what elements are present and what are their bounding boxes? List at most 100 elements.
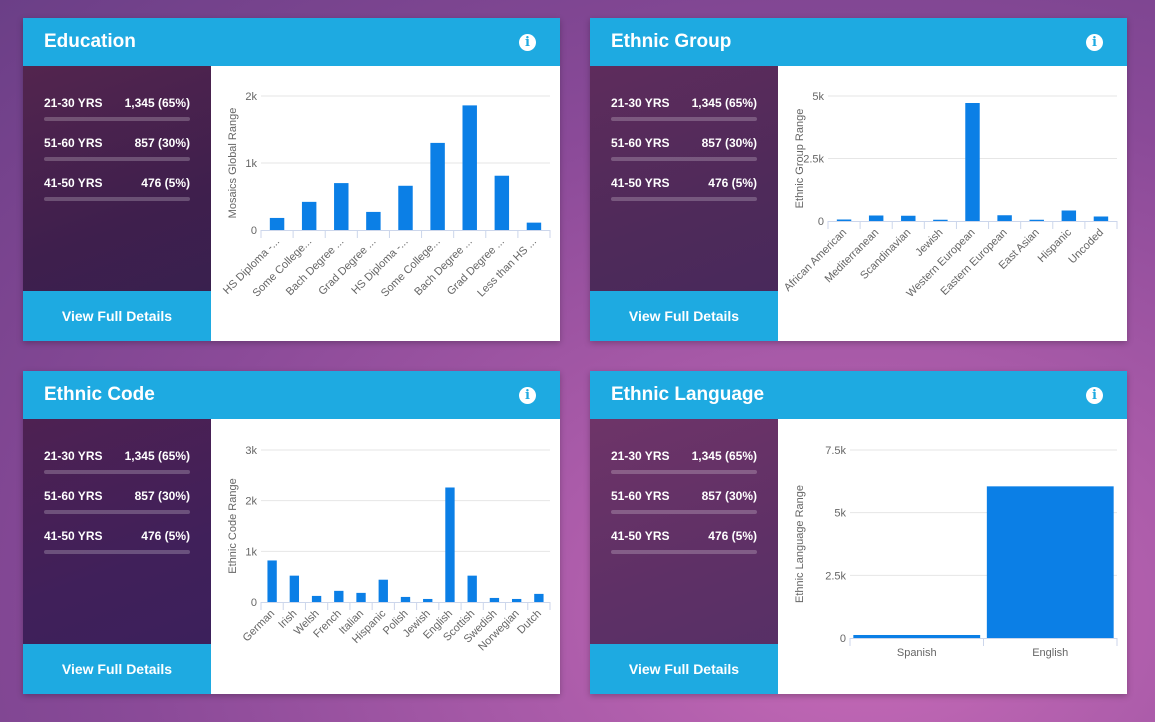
stat-bar	[611, 470, 757, 474]
x-tick-label: German	[241, 608, 278, 645]
y-tick-label: 2.5k	[803, 154, 824, 166]
stat-value: 1,345 (65%)	[691, 449, 757, 463]
bar[interactable]	[997, 215, 1012, 221]
bar[interactable]	[986, 486, 1114, 638]
bar-chart: 0 1k 2k Mosaics Global Range HS Diploma -...…	[221, 91, 551, 299]
age-stats-panel: 21-30 YRS 1,345 (65%) 51-60 YRS 857 (30%…	[23, 66, 211, 341]
bar[interactable]	[1093, 216, 1109, 222]
bar[interactable]	[526, 222, 542, 230]
stat-bar	[611, 117, 757, 121]
stat-value: 476 (5%)	[141, 529, 190, 543]
stat-value: 1,345 (65%)	[124, 96, 190, 110]
bar[interactable]	[378, 579, 388, 602]
bar[interactable]	[430, 142, 445, 230]
card-header: Ethnic Group i	[590, 18, 1127, 66]
card-title: Ethnic Language	[611, 384, 765, 405]
view-full-details-button[interactable]: View Full Details	[23, 644, 211, 694]
stat-bar	[611, 550, 757, 554]
stat-bar	[44, 117, 190, 121]
stat-bar	[44, 470, 190, 474]
bar[interactable]	[933, 219, 948, 221]
bar[interactable]	[462, 105, 477, 230]
bar[interactable]	[868, 215, 884, 222]
stat-row: 51-60 YRS 857 (30%)	[44, 489, 190, 529]
age-stats-panel: 21-30 YRS 1,345 (65%) 51-60 YRS 857 (30%…	[590, 66, 778, 341]
bar[interactable]	[301, 201, 317, 230]
stat-bar	[611, 197, 757, 201]
bar[interactable]	[965, 103, 980, 221]
x-tick-label: English	[1032, 647, 1068, 659]
y-tick-label: 0	[818, 216, 824, 228]
stat-range: 41-50 YRS	[611, 529, 670, 543]
stat-bar	[44, 510, 190, 514]
bar[interactable]	[494, 175, 510, 230]
bar[interactable]	[1029, 219, 1044, 221]
info-icon[interactable]: i	[1086, 386, 1103, 404]
age-stats-panel: 21-30 YRS 1,345 (65%) 51-60 YRS 857 (30%…	[590, 419, 778, 694]
stat-value: 476 (5%)	[708, 176, 757, 190]
stat-range: 51-60 YRS	[611, 489, 670, 503]
card-title: Education	[44, 31, 136, 52]
bar[interactable]	[511, 598, 522, 602]
bar[interactable]	[356, 592, 366, 602]
y-axis-title: Ethnic Group Range	[794, 109, 806, 209]
ethnic-code-card: Ethnic Code i 21-30 YRS 1,345 (65%) 51-6…	[23, 371, 560, 694]
info-icon[interactable]: i	[1086, 33, 1103, 51]
bar[interactable]	[400, 596, 411, 602]
card-header: Ethnic Language i	[590, 371, 1127, 419]
x-tick-label: HS Diploma -...	[349, 236, 410, 297]
bar[interactable]	[445, 487, 455, 602]
bar[interactable]	[398, 185, 413, 230]
bar[interactable]	[1061, 210, 1077, 222]
bar[interactable]	[311, 595, 322, 602]
bar[interactable]	[289, 575, 300, 602]
stat-row: 21-30 YRS 1,345 (65%)	[44, 96, 190, 136]
y-tick-label: 7.5k	[825, 445, 846, 457]
bar[interactable]	[423, 598, 433, 602]
age-stats-panel: 21-30 YRS 1,345 (65%) 51-60 YRS 857 (30%…	[23, 419, 211, 694]
x-tick-label: Bach Degree ...	[412, 236, 475, 299]
stat-value: 857 (30%)	[134, 489, 190, 503]
bar[interactable]	[334, 183, 349, 230]
bar[interactable]	[267, 560, 277, 602]
bar[interactable]	[901, 215, 916, 221]
stat-range: 41-50 YRS	[44, 176, 103, 190]
card-title: Ethnic Group	[611, 31, 732, 52]
y-axis-title: Ethnic Code Range	[227, 478, 239, 573]
view-full-details-button[interactable]: View Full Details	[590, 644, 778, 694]
bar[interactable]	[534, 593, 544, 602]
stat-value: 476 (5%)	[141, 176, 190, 190]
education-card: Education i 21-30 YRS 1,345 (65%) 51-60 …	[23, 18, 560, 341]
bar[interactable]	[836, 219, 852, 222]
stat-value: 857 (30%)	[701, 136, 757, 150]
stat-row: 51-60 YRS 857 (30%)	[611, 136, 757, 176]
y-tick-label: 3k	[245, 445, 257, 457]
bar[interactable]	[334, 590, 344, 602]
y-tick-label: 5k	[834, 508, 846, 520]
y-tick-label: 5k	[812, 91, 824, 103]
x-tick-label: HS Diploma -...	[221, 236, 282, 297]
info-icon[interactable]: i	[519, 386, 536, 404]
bar[interactable]	[366, 211, 381, 230]
y-tick-label: 2.5k	[825, 570, 846, 582]
stat-bar	[611, 157, 757, 161]
stat-range: 21-30 YRS	[44, 96, 103, 110]
stat-range: 51-60 YRS	[611, 136, 670, 150]
stat-row: 41-50 YRS 476 (5%)	[611, 176, 757, 216]
stat-row: 51-60 YRS 857 (30%)	[44, 136, 190, 176]
x-tick-label: Grad Degree ...	[445, 236, 507, 298]
bar[interactable]	[467, 575, 477, 602]
bar[interactable]	[853, 634, 981, 638]
stat-bar	[611, 510, 757, 514]
ethnic-language-chart: 0 2.5k 5k 7.5k Ethnic Language Range Spanish E…	[778, 419, 1127, 694]
bar[interactable]	[489, 597, 500, 602]
ethnic-language-card: Ethnic Language i 21-30 YRS 1,345 (65%) …	[590, 371, 1127, 694]
view-full-details-button[interactable]: View Full Details	[590, 291, 778, 341]
bar[interactable]	[269, 217, 285, 230]
view-full-details-button[interactable]: View Full Details	[23, 291, 211, 341]
ethnic-group-chart: 0 2.5k 5k Ethnic Group Range African America…	[778, 66, 1127, 341]
info-icon[interactable]: i	[519, 33, 536, 51]
stat-range: 51-60 YRS	[44, 489, 103, 503]
stat-range: 41-50 YRS	[611, 176, 670, 190]
